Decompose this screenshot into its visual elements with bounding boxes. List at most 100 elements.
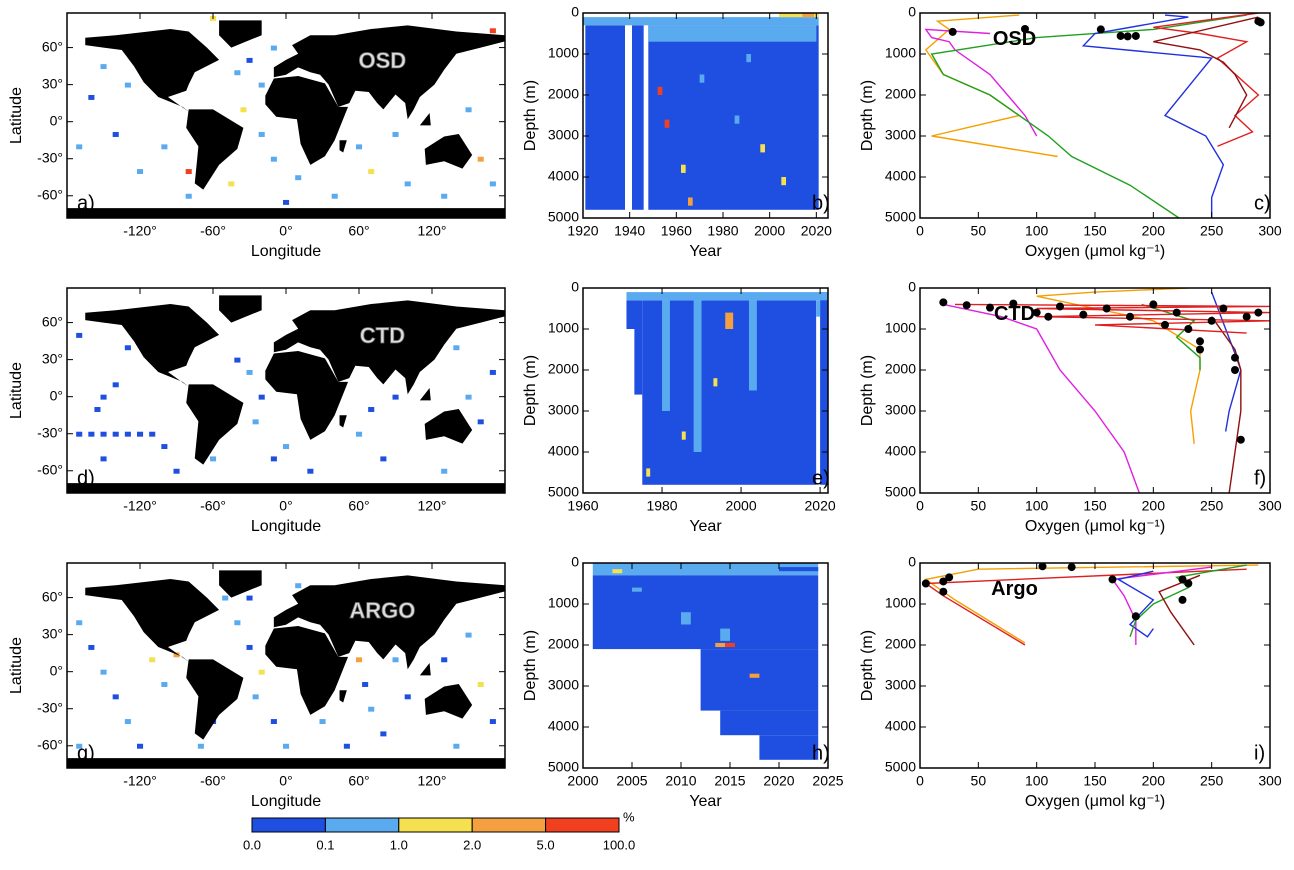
profile-point <box>1149 300 1158 309</box>
map-cell <box>234 70 241 76</box>
map-cell <box>173 468 180 474</box>
y-tick-label: 1000 <box>885 320 916 336</box>
map-cell <box>112 132 119 137</box>
profile-line <box>924 28 1038 137</box>
y-tick-label: 3000 <box>885 127 916 143</box>
heat-cell <box>583 17 819 26</box>
y-tick-label: -60° <box>37 186 63 202</box>
panel: h) 2000 2005 2010 2015 2020 2025 0 1000 2000 3000 4… <box>522 554 844 811</box>
map-cell <box>234 357 241 363</box>
profile-line <box>930 14 1247 218</box>
profile-point <box>1123 32 1132 41</box>
panel-label: g) <box>77 742 95 764</box>
x-tick-label: 2025 <box>812 773 843 789</box>
panel: b) 1920 1940 1960 1980 2000 2020 0 1000 2000 3000 4… <box>522 4 832 261</box>
y-tick-label: 0° <box>50 662 63 678</box>
panel: e) 1960 1980 2000 2020 0 1000 2000 3000 4000 5000 Y… <box>522 279 836 536</box>
profile-point <box>1131 31 1140 40</box>
profile-point <box>1207 316 1216 325</box>
map-cell <box>124 82 131 88</box>
x-tick-label: 100 <box>1025 498 1049 514</box>
map-cell <box>441 468 448 474</box>
x-tick-label: -120° <box>123 498 157 514</box>
heat-cell <box>632 25 644 210</box>
x-tick-label: 300 <box>1258 773 1282 789</box>
x-tick-label: 2000 <box>754 223 785 239</box>
frame <box>582 562 829 769</box>
map-cell <box>76 332 83 338</box>
map-cell <box>283 199 290 205</box>
land <box>67 570 505 768</box>
map-cell <box>441 657 448 663</box>
profile-line <box>943 303 1140 493</box>
x-tick-label: -60° <box>200 773 226 789</box>
map-cell <box>258 82 265 88</box>
heat-cell <box>781 177 786 186</box>
map-cell <box>112 694 119 700</box>
x-tick-label: 0° <box>279 498 292 514</box>
x-tick-label: 1980 <box>646 498 677 514</box>
map-annotation: ARGO <box>349 598 415 623</box>
x-tick-label: 200 <box>1142 498 1166 514</box>
x-tick-label: -60° <box>200 223 226 239</box>
x-tick-label: 60° <box>348 498 369 514</box>
map-cell <box>283 444 290 450</box>
x-tick-label: 100 <box>1025 223 1049 239</box>
map-cell <box>161 444 168 450</box>
map-cell <box>252 694 259 700</box>
x-tick-label: 0° <box>279 223 292 239</box>
plot-area <box>924 13 1265 218</box>
profile-point <box>939 298 948 307</box>
x-axis-label: Longitude <box>251 793 321 810</box>
panel-label: a) <box>77 192 95 214</box>
x-axis-label: Year <box>689 243 722 260</box>
x-tick-label: 250 <box>1200 498 1224 514</box>
colorbar: 0.0 0.1 1.0 2.0 5.0 100.0% <box>243 809 635 852</box>
profile-point <box>1184 579 1193 588</box>
profile-point <box>1236 435 1245 444</box>
map-cell <box>185 169 192 175</box>
profile-point <box>1126 312 1134 321</box>
profile-line <box>1036 288 1201 444</box>
panel-label: h) <box>812 742 830 764</box>
profile-annotation: Argo <box>991 578 1038 600</box>
profile-point <box>1067 563 1076 572</box>
map-annotation: CTD <box>360 323 405 348</box>
heat-cell <box>585 25 625 210</box>
panel-label: b) <box>812 192 830 214</box>
map-cell <box>94 407 101 412</box>
map-cell <box>185 193 192 199</box>
y-tick-label: 0 <box>571 554 579 570</box>
profile-point <box>1056 302 1064 311</box>
heat-cell <box>699 74 705 83</box>
x-tick-label: 50 <box>971 223 987 239</box>
heat-cell <box>715 642 726 648</box>
heat-cell <box>662 300 670 411</box>
map-cell <box>149 431 156 437</box>
y-tick-label: 3000 <box>885 677 916 693</box>
profile-point <box>1116 31 1125 40</box>
y-tick-label: 0 <box>571 279 579 295</box>
y-tick-label: 1000 <box>885 595 916 611</box>
map-annotation: OSD <box>359 48 407 73</box>
map-cell <box>149 657 156 663</box>
y-tick-label: 4000 <box>885 168 916 184</box>
y-tick-label: 2000 <box>885 86 916 102</box>
profile-point <box>1256 18 1265 27</box>
map-cell <box>228 181 235 187</box>
y-tick-label: 3000 <box>548 677 579 693</box>
map-cell <box>368 407 375 412</box>
x-tick-label: 300 <box>1258 498 1282 514</box>
colorbar-label: 0.0 <box>243 837 261 852</box>
panel: ARGO g) -120° -60° 0° 60° 120° -60° -30° 0° 30° 60°… <box>8 562 506 810</box>
map-cell <box>197 743 204 749</box>
x-tick-label: 0 <box>916 773 924 789</box>
profile-point <box>945 573 954 582</box>
map-cell <box>252 419 259 425</box>
map-cell <box>88 431 95 437</box>
x-axis-label: Year <box>689 518 722 535</box>
land <box>67 295 505 493</box>
frame <box>919 12 1271 219</box>
